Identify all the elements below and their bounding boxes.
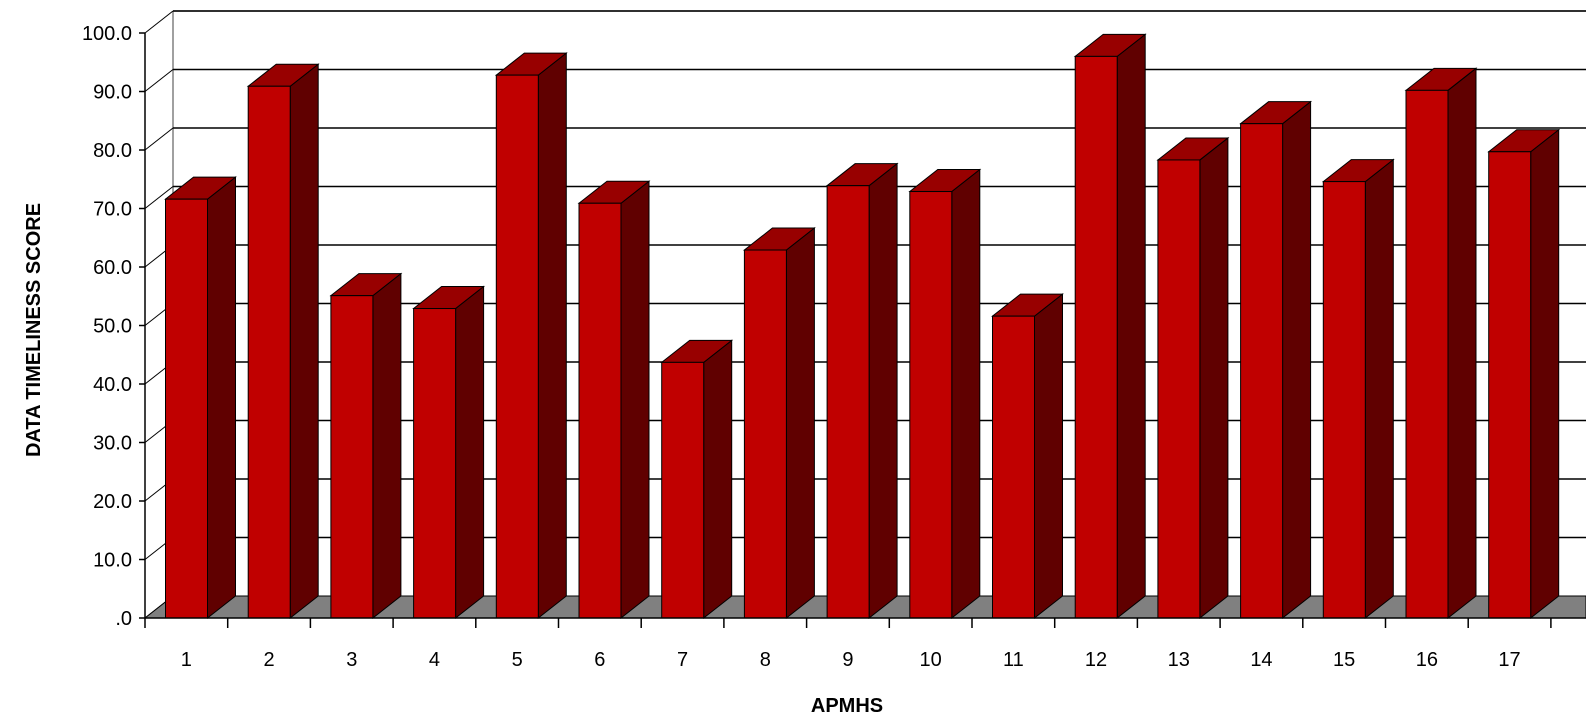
x-tick-labels: 1 2 3 4 5 6 7 8 9 10 11 12 13 14 15 16 17 bbox=[181, 649, 1521, 671]
y-tick-label: 80.0 bbox=[93, 140, 132, 162]
bar bbox=[1239, 100, 1313, 620]
x-tick-label: 16 bbox=[1416, 649, 1438, 671]
bar-front bbox=[413, 308, 457, 619]
gridline-side bbox=[144, 186, 174, 209]
gridline-side bbox=[144, 69, 174, 92]
bar-front bbox=[826, 185, 870, 619]
bar bbox=[908, 168, 982, 620]
bar-side bbox=[1282, 100, 1312, 620]
bar-front bbox=[165, 198, 208, 619]
x-tick-label: 8 bbox=[760, 649, 771, 671]
bar-front bbox=[1157, 159, 1201, 619]
x-tick-label: 17 bbox=[1498, 649, 1520, 671]
bar-front bbox=[578, 202, 622, 619]
y-axis-title: DATA TIMELINESS SCORE bbox=[23, 203, 45, 457]
bar-side bbox=[1447, 67, 1477, 620]
x-tick-label: 13 bbox=[1168, 649, 1190, 671]
y-tick-label: 90.0 bbox=[93, 82, 132, 104]
bar-front bbox=[495, 74, 539, 619]
bar-side bbox=[1199, 136, 1229, 620]
axes bbox=[139, 32, 1586, 628]
bar-front bbox=[661, 361, 705, 619]
bar-front bbox=[909, 191, 953, 619]
bar bbox=[991, 293, 1064, 620]
gridline-side bbox=[144, 127, 174, 151]
bar bbox=[825, 162, 899, 620]
bar-side bbox=[868, 162, 898, 620]
bar bbox=[246, 63, 320, 620]
y-tick-label: 30.0 bbox=[93, 433, 132, 455]
x-tick-label: 10 bbox=[920, 649, 942, 671]
bar-front bbox=[1488, 151, 1532, 619]
y-tick-label: 70.0 bbox=[93, 199, 132, 221]
bar-side bbox=[620, 180, 650, 620]
bar-side bbox=[1530, 128, 1560, 620]
bar-front bbox=[1405, 89, 1449, 619]
bar-side bbox=[289, 63, 319, 620]
bar-side bbox=[1116, 33, 1146, 620]
bar bbox=[742, 227, 816, 620]
y-tick-label: 60.0 bbox=[93, 257, 132, 279]
bar bbox=[1073, 33, 1147, 620]
x-tick-label: 11 bbox=[1003, 649, 1024, 671]
y-tick-label: 40.0 bbox=[93, 374, 132, 396]
bar bbox=[1321, 158, 1395, 620]
y-tick-label: .0 bbox=[115, 608, 132, 630]
bar-front bbox=[247, 85, 291, 619]
bar-front bbox=[992, 315, 1035, 619]
bar-front bbox=[1240, 123, 1284, 619]
bar-side bbox=[951, 168, 981, 620]
x-tick-label: 5 bbox=[512, 649, 523, 671]
bar-side bbox=[1364, 158, 1394, 620]
x-tick-label: 4 bbox=[429, 649, 440, 671]
bar bbox=[577, 180, 651, 620]
y-tick-label: 10.0 bbox=[93, 550, 132, 572]
gridline-side bbox=[144, 10, 174, 34]
bar bbox=[329, 272, 403, 620]
bar bbox=[1156, 136, 1230, 620]
x-tick-label: 7 bbox=[677, 649, 688, 671]
bar bbox=[1487, 128, 1561, 620]
bar-side bbox=[703, 339, 733, 620]
x-tick-label: 2 bbox=[263, 649, 274, 671]
bar-side bbox=[1034, 293, 1063, 620]
x-axis-title: APMHS bbox=[811, 695, 883, 717]
bar-front bbox=[330, 295, 374, 619]
bar bbox=[660, 339, 734, 620]
bar-side bbox=[537, 52, 567, 620]
bar-side bbox=[207, 176, 236, 620]
y-tick-labels: .0 10.0 20.0 30.0 40.0 50.0 60.0 70.0 80.0 90.0 10… bbox=[82, 23, 132, 630]
bar bbox=[1404, 67, 1478, 620]
bar bbox=[164, 176, 237, 620]
y-tick-label: 50.0 bbox=[93, 316, 132, 338]
bar bbox=[494, 52, 568, 620]
bar-front bbox=[1074, 55, 1118, 619]
x-tick-label: 15 bbox=[1333, 649, 1355, 671]
x-tick-label: 6 bbox=[594, 649, 605, 671]
bar-side bbox=[455, 285, 485, 620]
bar-front bbox=[743, 249, 787, 619]
bar bbox=[412, 285, 486, 620]
x-tick-label: 12 bbox=[1085, 649, 1107, 671]
x-tick-label: 1 bbox=[181, 649, 192, 671]
x-tick-label: 14 bbox=[1250, 649, 1272, 671]
bars bbox=[164, 33, 1561, 620]
bar-front bbox=[1322, 181, 1366, 619]
y-tick-label: 20.0 bbox=[93, 491, 132, 513]
x-tick-label: 3 bbox=[346, 649, 357, 671]
bar-side bbox=[785, 227, 815, 620]
bar-side bbox=[372, 272, 402, 620]
x-tick-label: 9 bbox=[842, 649, 853, 671]
y-tick-label: 100.0 bbox=[82, 23, 132, 45]
